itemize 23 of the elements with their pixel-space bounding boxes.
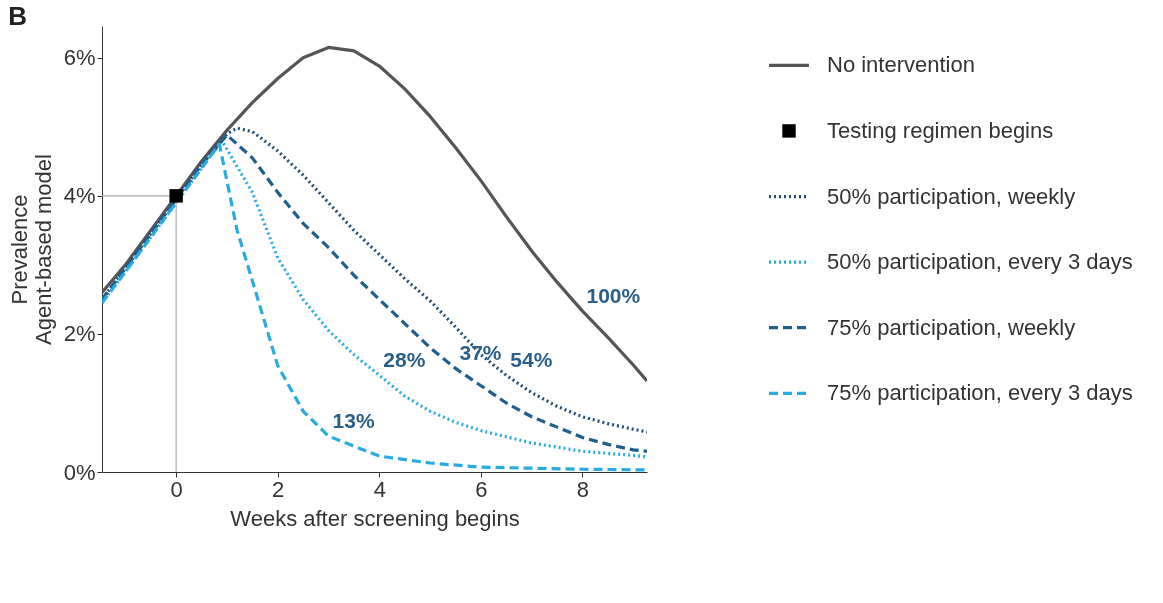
x-tick-label: 6 [475,476,488,502]
legend-label: 75% participation, every 3 days [827,380,1133,406]
legend-label: 50% participation, weekly [827,183,1076,209]
legend-label: Testing regimen begins [827,117,1054,143]
x-axis-title: Weeks after screening begins [230,505,520,531]
annotation: 13% [332,409,375,433]
x-tick-label: 4 [373,476,386,502]
y-tick-label: 0% [63,459,96,485]
y-axis-title: Prevalence Agent-based model [6,154,56,345]
annotation: 54% [510,348,553,372]
y-tick-label: 6% [63,45,96,71]
annotation: 37% [459,341,502,365]
text: B [8,1,27,31]
legend-label: 75% participation, weekly [827,314,1076,340]
x-tick-label: 2 [272,476,285,502]
y-tick-label: 4% [63,183,96,209]
legend-label: 50% participation, every 3 days [827,249,1133,275]
legend-label: No intervention [827,52,975,78]
y-tick-label: 2% [63,321,96,347]
annotation: 100% [586,284,641,308]
annotation: 28% [383,348,426,372]
x-tick-label: 8 [576,476,590,502]
x-tick-label: 0 [170,476,183,502]
